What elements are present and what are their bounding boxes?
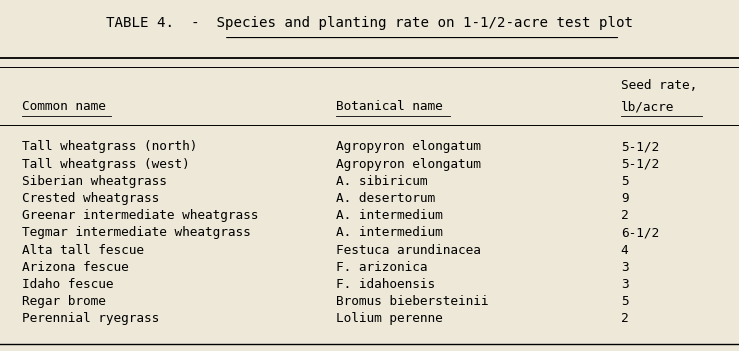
Text: A. intermedium: A. intermedium	[336, 209, 443, 222]
Text: Agropyron elongatum: Agropyron elongatum	[336, 140, 481, 153]
Text: 4: 4	[621, 244, 628, 257]
Text: TABLE 4.  -  Species and planting rate on 1-1/2-acre test plot: TABLE 4. - Species and planting rate on …	[106, 16, 633, 30]
Text: 6-1/2: 6-1/2	[621, 226, 659, 239]
Text: 5: 5	[621, 175, 628, 188]
Text: Crested wheatgrass: Crested wheatgrass	[22, 192, 160, 205]
Text: 3: 3	[621, 261, 628, 274]
Text: Bromus biebersteinii: Bromus biebersteinii	[336, 295, 488, 308]
Text: F. idahoensis: F. idahoensis	[336, 278, 435, 291]
Text: Arizona fescue: Arizona fescue	[22, 261, 129, 274]
Text: Alta tall fescue: Alta tall fescue	[22, 244, 144, 257]
Text: Seed rate,: Seed rate,	[621, 79, 697, 92]
Text: Lolium perenne: Lolium perenne	[336, 312, 443, 325]
Text: Tall wheatgrass (north): Tall wheatgrass (north)	[22, 140, 197, 153]
Text: 5: 5	[621, 295, 628, 308]
Text: Tall wheatgrass (west): Tall wheatgrass (west)	[22, 158, 190, 171]
Text: Tegmar intermediate wheatgrass: Tegmar intermediate wheatgrass	[22, 226, 251, 239]
Text: 5-1/2: 5-1/2	[621, 158, 659, 171]
Text: Perennial ryegrass: Perennial ryegrass	[22, 312, 160, 325]
Text: A. sibiricum: A. sibiricum	[336, 175, 428, 188]
Text: F. arizonica: F. arizonica	[336, 261, 428, 274]
Text: 2: 2	[621, 312, 628, 325]
Text: Idaho fescue: Idaho fescue	[22, 278, 114, 291]
Text: Regar brome: Regar brome	[22, 295, 106, 308]
Text: 9: 9	[621, 192, 628, 205]
Text: 2: 2	[621, 209, 628, 222]
Text: A. desertorum: A. desertorum	[336, 192, 435, 205]
Text: Botanical name: Botanical name	[336, 100, 443, 113]
Text: Agropyron elongatum: Agropyron elongatum	[336, 158, 481, 171]
Text: Greenar intermediate wheatgrass: Greenar intermediate wheatgrass	[22, 209, 259, 222]
Text: Common name: Common name	[22, 100, 106, 113]
Text: Festuca arundinacea: Festuca arundinacea	[336, 244, 481, 257]
Text: A. intermedium: A. intermedium	[336, 226, 443, 239]
Text: 5-1/2: 5-1/2	[621, 140, 659, 153]
Text: Siberian wheatgrass: Siberian wheatgrass	[22, 175, 167, 188]
Text: lb/acre: lb/acre	[621, 100, 674, 113]
Text: 3: 3	[621, 278, 628, 291]
